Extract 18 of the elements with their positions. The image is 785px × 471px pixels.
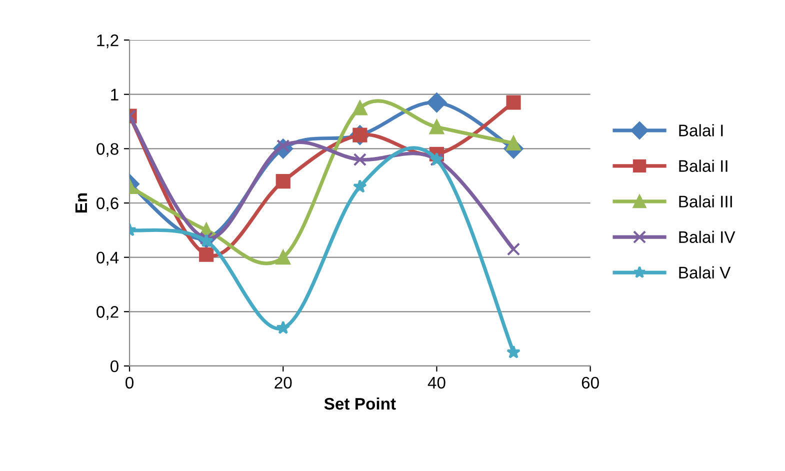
legend-label: Balai IV [679,230,736,244]
y-tick-label: 0,6 [96,197,118,212]
y-tick-label: 1 [111,88,118,100]
legend-label: Balai III [679,195,732,208]
x-tick-label: 20 [274,376,292,389]
x-tick-label: 0 [126,376,134,389]
y-tick-label: 0,2 [96,306,118,320]
x-tick-label: 40 [428,376,446,389]
y-tick-label: 0,4 [96,252,119,266]
y-tick-label: 0,8 [96,143,118,157]
legend-label: Balai I [679,124,723,136]
legend-label: Balai V [679,266,731,279]
x-axis-title: Set Point [324,397,396,410]
y-axis-title: En [75,193,87,213]
y-tick-label: 1,2 [97,34,118,48]
x-tick-label: 60 [582,376,599,389]
y-tick-label: 0 [110,360,118,372]
legend-label: Balai II [679,160,728,172]
